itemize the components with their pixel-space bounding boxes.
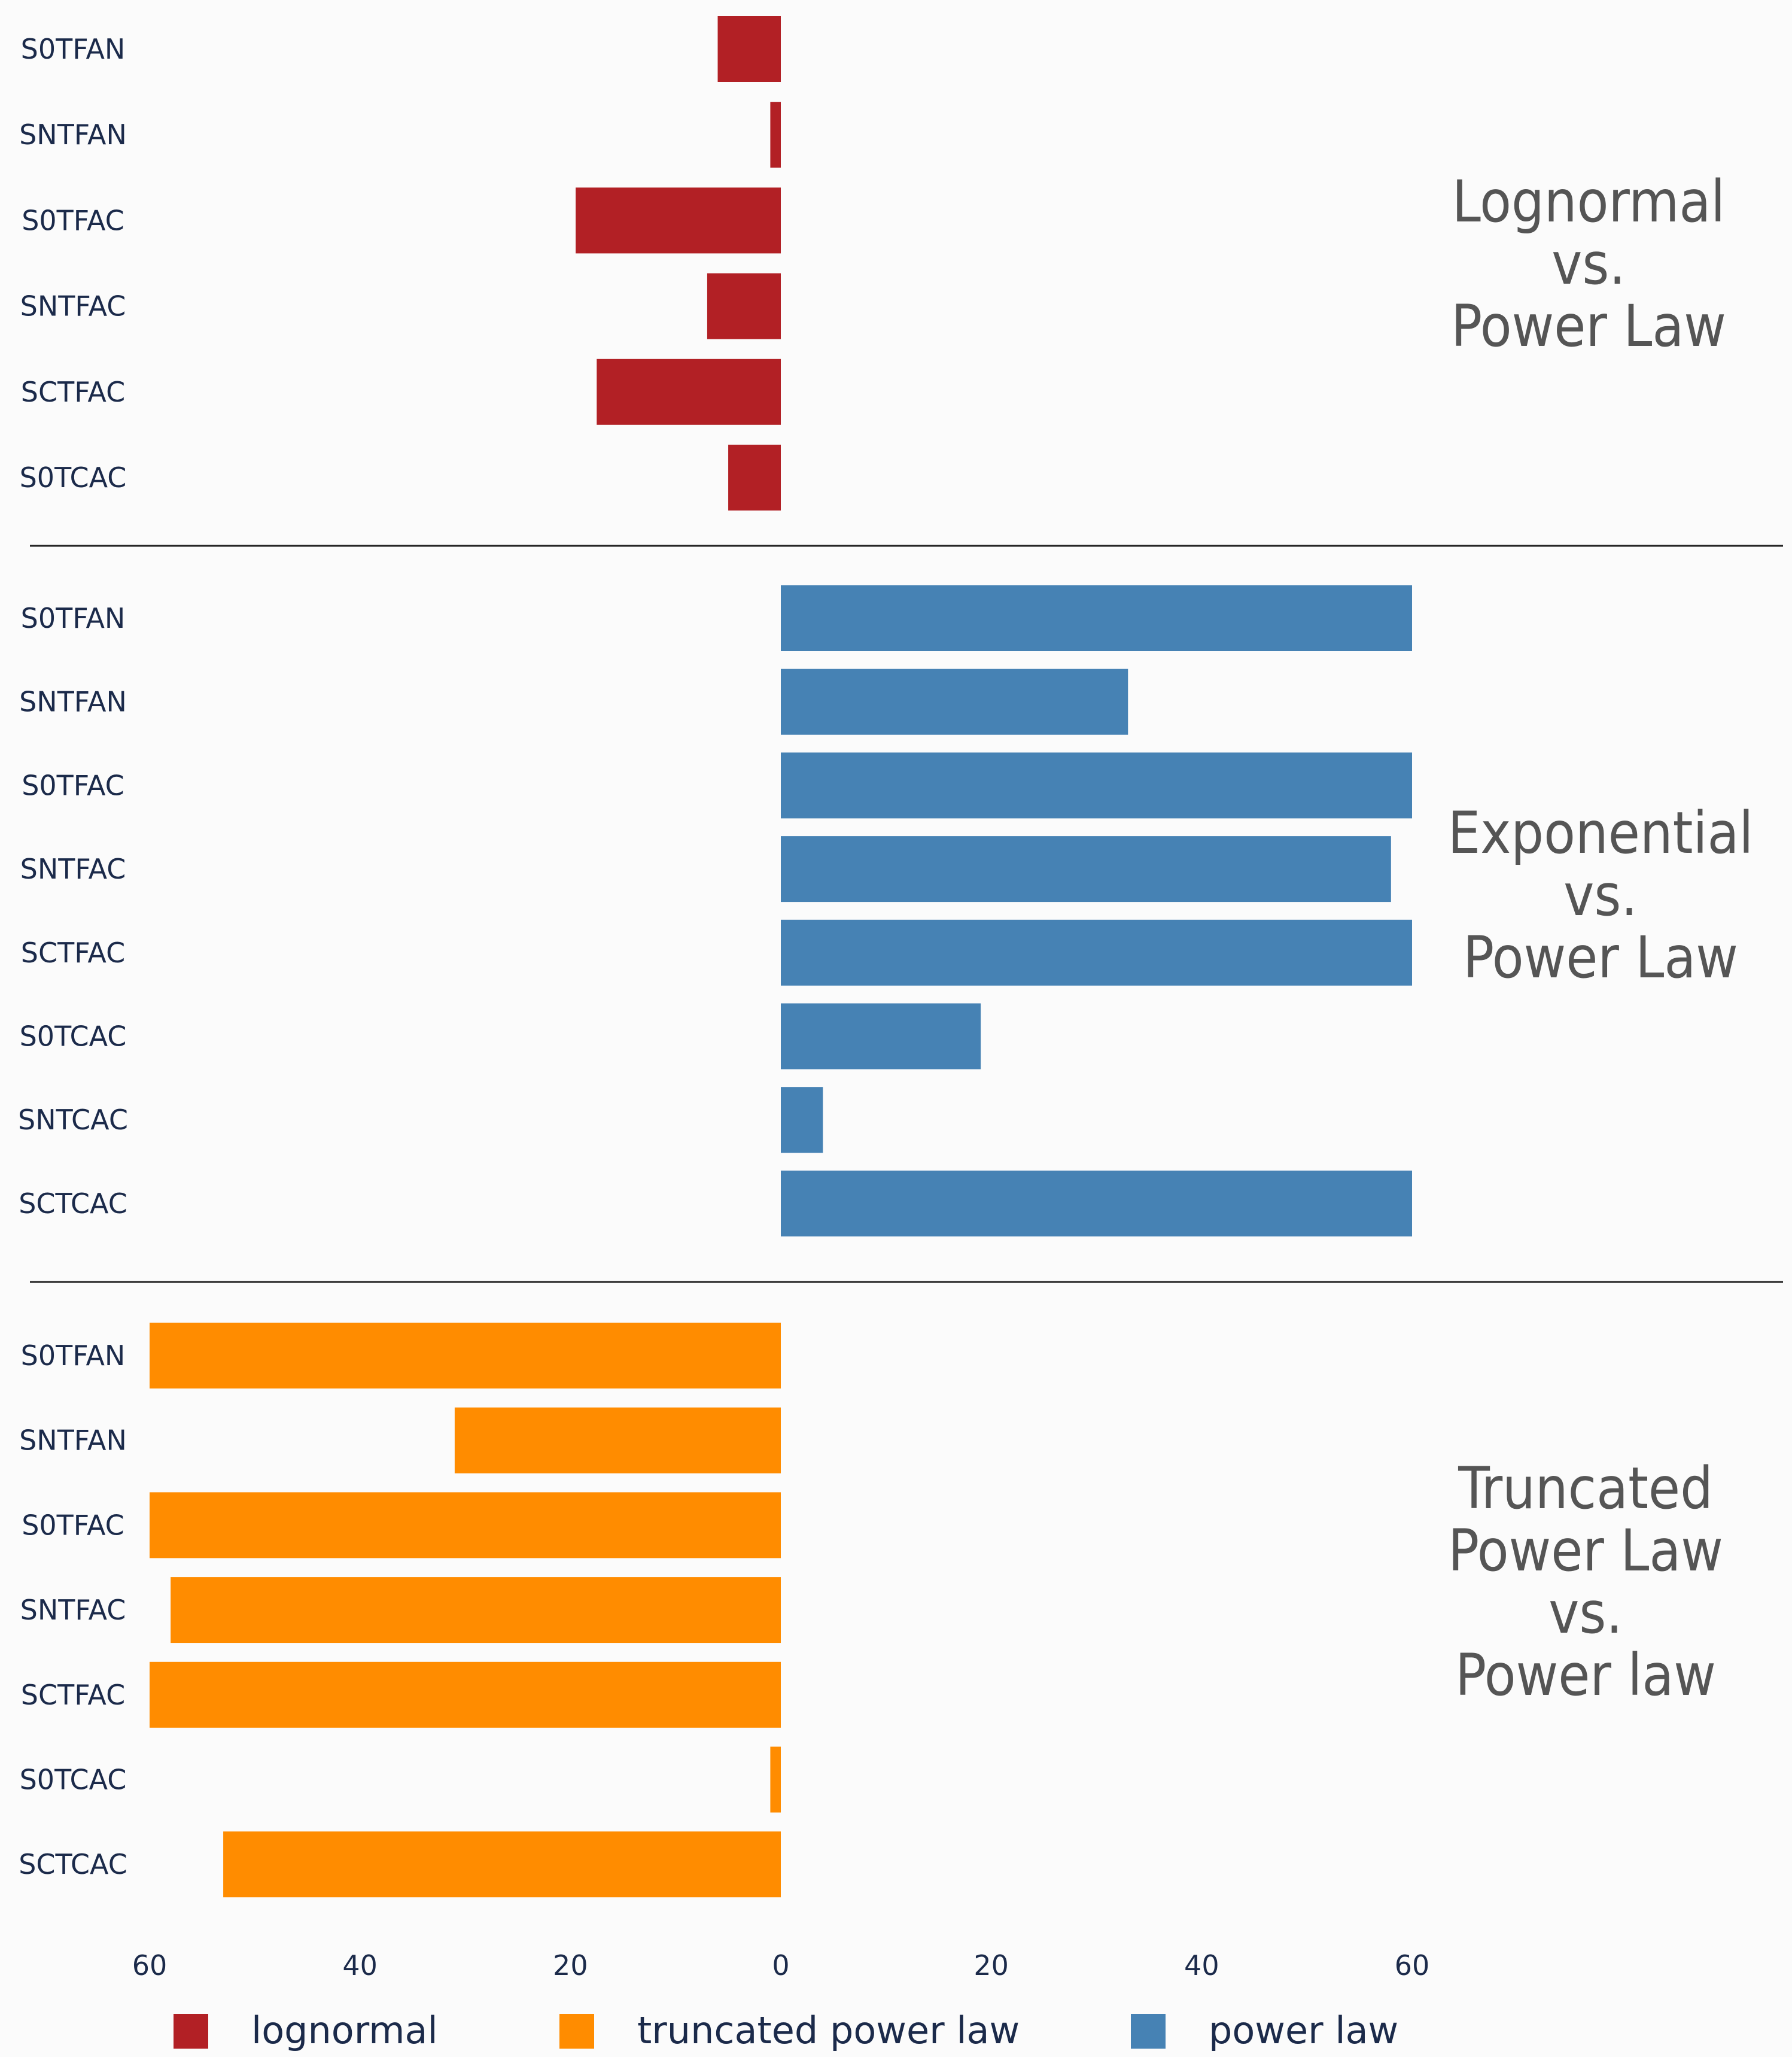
- row-label-1-sntfan: SNTFAN: [19, 119, 127, 151]
- panel-title-3-line-2: Power Law: [1448, 1517, 1723, 1584]
- row-label-2-sctcac: SCTCAC: [19, 1187, 127, 1220]
- row-label-2-s0tcac: S0TCAC: [20, 1020, 127, 1053]
- bar-2-sntfan: [781, 669, 1128, 735]
- row-label-3-sctcac: SCTCAC: [19, 1848, 127, 1880]
- panel-title-2-line-2: vs.: [1563, 862, 1638, 929]
- legend-swatch-lognormal: [174, 2014, 208, 2049]
- x-tick-label: 60: [1395, 1949, 1430, 1982]
- row-label-3-s0tcac: S0TCAC: [20, 1764, 127, 1796]
- bar-1-s0tfan: [717, 16, 781, 82]
- x-tick-label: 60: [132, 1949, 168, 1982]
- row-label-3-sntfan: SNTFAN: [19, 1424, 127, 1457]
- row-label-1-sntfac: SNTFAC: [20, 290, 126, 323]
- bar-3-sntfac: [171, 1577, 781, 1643]
- row-label-2-sntfan: SNTFAN: [19, 686, 127, 718]
- bar-3-sntfan: [454, 1407, 781, 1473]
- bar-2-sntcac: [781, 1087, 823, 1153]
- row-label-3-s0tfan: S0TFAN: [21, 1339, 126, 1372]
- bar-1-s0tfac: [576, 187, 781, 254]
- x-tick-label: 20: [553, 1949, 588, 1982]
- row-label-1-sctfac: SCTFAC: [21, 376, 125, 408]
- row-label-1-s0tfac: S0TFAC: [22, 204, 124, 236]
- row-label-2-s0tfan: S0TFAN: [21, 602, 126, 634]
- row-label-2-sntfac: SNTFAC: [20, 853, 126, 885]
- bar-2-sctfac: [781, 919, 1412, 986]
- legend-label-truncated-power-law: truncated power law: [637, 2009, 1020, 2052]
- row-label-3-sctfac: SCTFAC: [21, 1679, 125, 1711]
- bar-2-s0tfac: [781, 752, 1412, 819]
- bar-2-s0tcac: [781, 1003, 981, 1069]
- bar-1-s0tcac: [728, 445, 781, 511]
- bar-1-sntfan: [770, 102, 781, 168]
- panel-title-2-line-1: Exponential: [1448, 800, 1754, 867]
- bar-1-sntfac: [707, 273, 781, 339]
- bar-3-s0tfan: [150, 1323, 781, 1388]
- panel-title-3-line-4: Power law: [1455, 1642, 1716, 1709]
- legend-label-power-law: power law: [1209, 2009, 1398, 2052]
- bar-3-s0tfac: [150, 1492, 781, 1558]
- x-tick-label: 40: [342, 1949, 378, 1982]
- row-label-2-sntcac: SNTCAC: [18, 1104, 128, 1136]
- bar-3-sctfac: [150, 1661, 781, 1728]
- row-label-3-s0tfac: S0TFAC: [22, 1509, 124, 1541]
- legend-swatch-power-law: [1131, 2014, 1166, 2049]
- panel-title-3-line-3: vs.: [1548, 1579, 1623, 1646]
- panel-title-1-line-1: Lognormal: [1452, 168, 1726, 235]
- bar-3-sctcac: [223, 1831, 781, 1898]
- panel-title-3-line-1: Truncated: [1458, 1455, 1713, 1522]
- row-label-1-s0tfan: S0TFAN: [21, 33, 126, 65]
- x-tick-label: 40: [1184, 1949, 1219, 1982]
- row-label-2-s0tfac: S0TFAC: [22, 769, 124, 801]
- panel-title-1-line-3: Power Law: [1451, 293, 1726, 360]
- bar-2-sctcac: [781, 1170, 1412, 1236]
- panel-title-1-line-2: vs.: [1551, 230, 1626, 297]
- x-tick-label: 0: [772, 1949, 789, 1982]
- row-label-2-sctfac: SCTFAC: [21, 937, 125, 969]
- bar-3-s0tcac: [770, 1746, 781, 1813]
- bar-2-sntfac: [781, 836, 1391, 903]
- panel-title-2-line-3: Power Law: [1463, 924, 1738, 991]
- legend-label-lognormal: lognormal: [251, 2009, 438, 2052]
- row-label-3-sntfac: SNTFAC: [20, 1594, 126, 1626]
- x-tick-label: 20: [973, 1949, 1009, 1982]
- bar-1-sctfac: [597, 358, 781, 425]
- legend-swatch-truncated-power-law: [559, 2014, 594, 2049]
- row-label-1-s0tcac: S0TCAC: [20, 461, 127, 494]
- bar-2-s0tfan: [781, 585, 1412, 651]
